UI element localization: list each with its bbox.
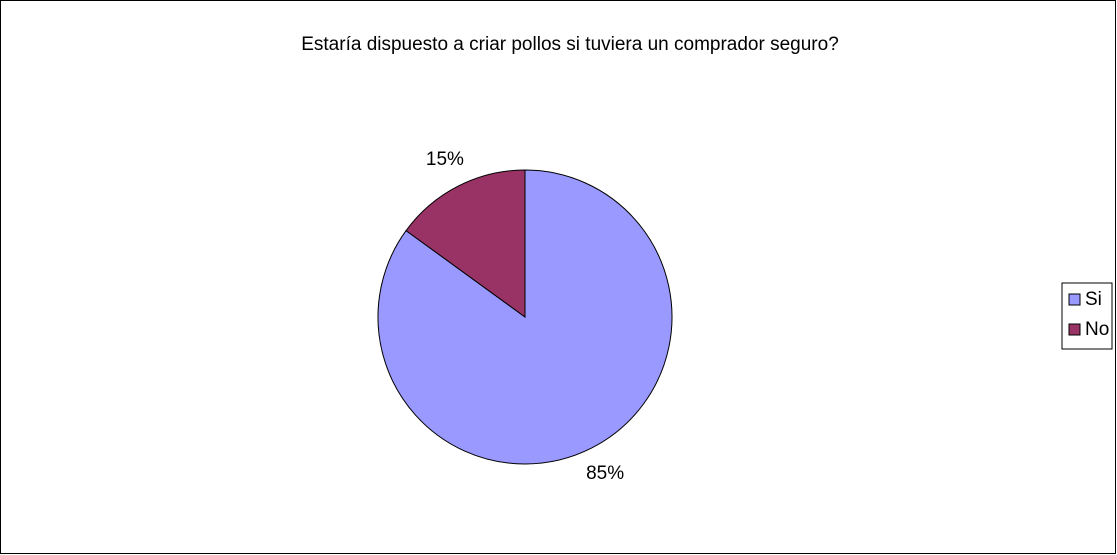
chart-title: Estaría dispuesto a criar pollos si tuvi… xyxy=(301,34,839,55)
pie-slice xyxy=(405,169,526,318)
legend-label: No xyxy=(1085,319,1109,340)
data-label: 15% xyxy=(426,149,464,170)
data-label: 85% xyxy=(586,463,624,484)
legend-label: Si xyxy=(1085,289,1102,310)
legend-swatch xyxy=(1068,323,1081,336)
legend-swatch xyxy=(1068,293,1081,306)
